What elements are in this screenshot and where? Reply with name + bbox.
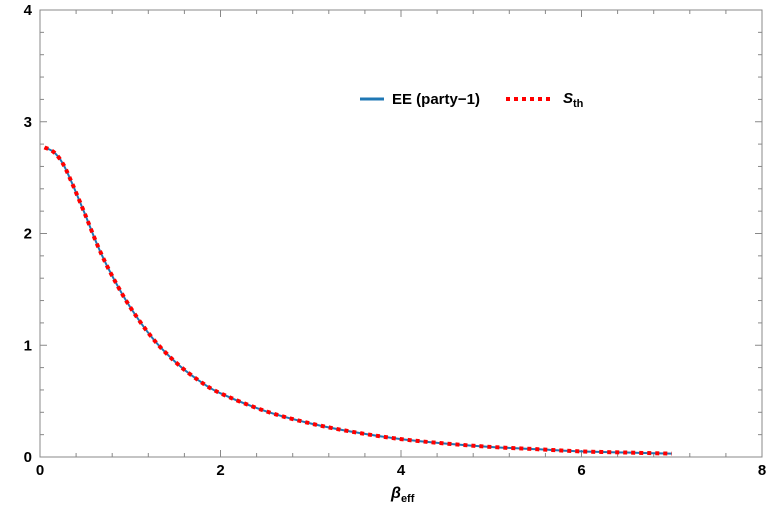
x-tick-label: 4	[397, 462, 406, 479]
y-tick-label: 3	[24, 114, 32, 131]
x-axis-title: βeff	[390, 485, 415, 505]
legend: EE (party−1) Sth	[360, 90, 584, 110]
x-tick-label: 2	[216, 462, 224, 479]
series-line-sth	[43, 145, 672, 456]
y-tick-label: 0	[24, 449, 32, 466]
x-tick-label: 6	[577, 462, 585, 479]
legend-label-ee: EE (party−1)	[392, 91, 480, 108]
y-axis-ticks: 0 1 2 3 4	[24, 2, 762, 466]
x-tick-label: 0	[36, 462, 44, 479]
legend-label-sth: Sth	[563, 90, 584, 110]
y-tick-label: 4	[24, 2, 33, 19]
x-axis-ticks: 0 2 4 6 8	[36, 10, 766, 479]
plot-border	[39, 9, 763, 458]
x-tick-label: 8	[758, 462, 766, 479]
series-line-ee	[44, 146, 672, 455]
plot-frame	[39, 9, 763, 458]
series-layer	[43, 145, 672, 456]
y-tick-label: 1	[24, 337, 32, 354]
y-tick-label: 2	[24, 226, 32, 243]
